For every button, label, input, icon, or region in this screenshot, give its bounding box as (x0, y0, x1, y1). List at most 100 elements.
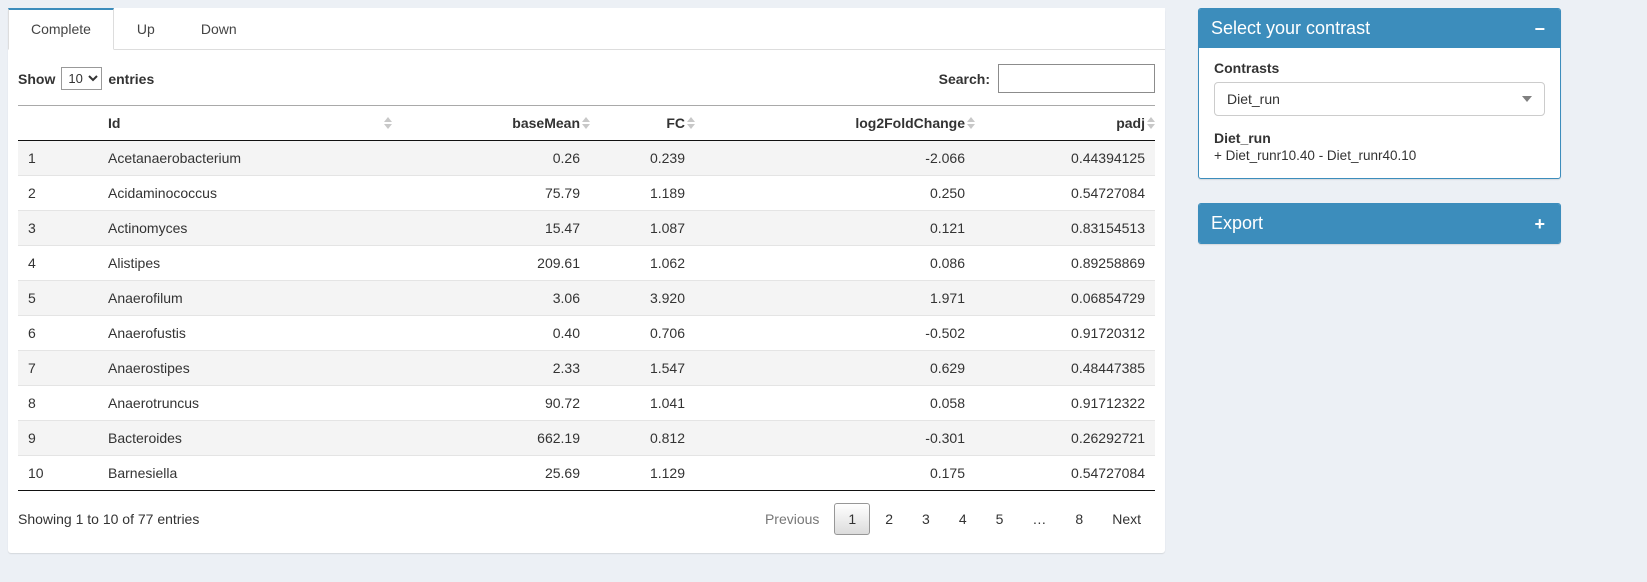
fc-cell: 3.920 (590, 280, 695, 316)
export-box: Export + (1198, 203, 1561, 244)
sort-icon[interactable] (582, 117, 590, 129)
padj-cell: 0.54727084 (975, 455, 1155, 491)
sort-icon[interactable] (687, 117, 695, 129)
table-row[interactable]: 9 Bacteroides 662.19 0.812 -0.301 0.2629… (18, 420, 1155, 456)
fc-cell: 1.087 (590, 210, 695, 246)
log2foldchange-cell: 0.086 (695, 245, 975, 281)
fc-cell: 1.129 (590, 455, 695, 491)
tab-bar: Complete Up Down (8, 8, 1165, 50)
pagination-page[interactable]: 5 (995, 511, 1004, 527)
padj-cell: 0.44394125 (1071, 150, 1145, 166)
page-length-control: Show 10 entries (18, 67, 154, 90)
pagination-page[interactable]: 2 (885, 511, 894, 527)
padj-cell: 0.91720312 (975, 315, 1155, 351)
row-number-cell: 1 (28, 150, 36, 166)
log2foldchange-cell: 0.175 (695, 455, 975, 491)
table-row[interactable]: 4 Alistipes 209.61 1.062 0.086 0.8925886… (18, 245, 1155, 281)
export-box-title: Export (1211, 213, 1264, 233)
basemean-cell: 75.79 (398, 175, 590, 211)
basemean-cell: 662.19 (398, 420, 590, 456)
padj-cell: 0.26292721 (975, 420, 1155, 456)
search-control: Search: (939, 64, 1155, 93)
column-header-fc[interactable]: FC (590, 106, 695, 141)
contrast-select[interactable]: Diet_run (1214, 82, 1545, 116)
log2foldchange-cell: 1.971 (695, 280, 975, 316)
fc-cell: 0.239 (649, 150, 685, 166)
column-header-id[interactable]: Id (98, 106, 398, 141)
page-length-select[interactable]: 10 (61, 67, 103, 90)
sort-icon[interactable] (967, 117, 975, 129)
pagination-page[interactable]: 1 (834, 503, 871, 535)
log2foldchange-cell: -0.301 (695, 420, 975, 456)
sidebar: Select your contrast − Contrasts Diet_ru… (1198, 8, 1561, 268)
table-row[interactable]: 10 Barnesiella 25.69 1.129 0.175 0.54727… (18, 455, 1155, 491)
export-box-header: Export + (1199, 204, 1560, 243)
table-row[interactable]: 1 Acetanaerobacterium 0.26 0.239 -2.066 … (18, 140, 1155, 176)
row-number-cell: 5 (18, 280, 98, 316)
column-header-padj-label: padj (1116, 115, 1145, 131)
pagination-next[interactable]: Next (1112, 511, 1141, 527)
basemean-cell: 0.26 (552, 150, 580, 166)
expand-icon[interactable]: + (1534, 213, 1545, 234)
column-header-log2foldchange[interactable]: log2FoldChange (695, 106, 975, 141)
collapse-icon[interactable]: − (1534, 18, 1545, 39)
fc-cell: 0.706 (590, 315, 695, 351)
column-header-rownum[interactable] (18, 106, 98, 141)
padj-cell: 0.89258869 (975, 245, 1155, 281)
sort-icon[interactable] (1147, 117, 1155, 129)
row-number-cell: 2 (18, 175, 98, 211)
basemean-cell: 25.69 (398, 455, 590, 491)
id-cell: Acetanaerobacterium (108, 150, 242, 166)
row-number-cell: 7 (18, 350, 98, 386)
column-header-padj[interactable]: padj (975, 106, 1155, 141)
pagination-page[interactable]: 4 (958, 511, 967, 527)
fc-cell: 1.062 (590, 245, 695, 281)
log2foldchange-cell: -2.066 (925, 150, 965, 166)
log2foldchange-cell: 0.058 (695, 385, 975, 421)
padj-cell: 0.48447385 (975, 350, 1155, 386)
column-header-log2foldchange-label: log2FoldChange (855, 115, 965, 131)
entries-label: entries (108, 70, 155, 87)
tab-down[interactable]: Down (200, 21, 237, 37)
table-row[interactable]: 2 Acidaminococcus 75.79 1.189 0.250 0.54… (18, 175, 1155, 211)
sort-icon[interactable] (384, 117, 392, 129)
contrast-box: Select your contrast − Contrasts Diet_ru… (1198, 8, 1561, 179)
contrast-box-body: Contrasts Diet_run Diet_run + Diet_runr1… (1199, 48, 1560, 178)
table-header-row: Id baseMean FC log2FoldChange padj (18, 105, 1155, 141)
basemean-cell: 15.47 (398, 210, 590, 246)
column-header-id-label: Id (108, 115, 121, 131)
table-footer: Showing 1 to 10 of 77 entries Previous 1… (8, 491, 1165, 543)
tab-up[interactable]: Up (136, 21, 155, 37)
contrast-detail-title: Diet_run (1214, 130, 1271, 146)
id-cell: Alistipes (98, 245, 398, 281)
basemean-cell: 90.72 (398, 385, 590, 421)
table-row[interactable]: 5 Anaerofilum 3.06 3.920 1.971 0.0685472… (18, 280, 1155, 316)
row-number-cell: 9 (18, 420, 98, 456)
id-cell: Actinomyces (98, 210, 398, 246)
contrast-detail-text: + Diet_runr10.40 - Diet_runr40.10 (1214, 148, 1417, 163)
pagination-page[interactable]: 8 (1075, 511, 1084, 527)
row-number-cell: 8 (18, 385, 98, 421)
log2foldchange-cell: 0.629 (695, 350, 975, 386)
table-row[interactable]: 3 Actinomyces 15.47 1.087 0.121 0.831545… (18, 210, 1155, 246)
log2foldchange-cell: 0.121 (695, 210, 975, 246)
column-header-basemean[interactable]: baseMean (398, 106, 590, 141)
pagination-previous[interactable]: Previous (764, 511, 820, 527)
row-number-cell: 3 (18, 210, 98, 246)
id-cell: Anaerotruncus (98, 385, 398, 421)
pagination-page[interactable]: 3 (922, 511, 930, 527)
contrast-box-header: Select your contrast − (1199, 9, 1560, 48)
basemean-cell: 3.06 (398, 280, 590, 316)
table-row[interactable]: 6 Anaerofustis 0.40 0.706 -0.502 0.91720… (18, 315, 1155, 351)
table-row[interactable]: 8 Anaerotruncus 90.72 1.041 0.058 0.9171… (18, 385, 1155, 421)
column-header-fc-label: FC (666, 115, 685, 131)
table-row[interactable]: 7 Anaerostipes 2.33 1.547 0.629 0.484473… (18, 350, 1155, 386)
search-input[interactable] (998, 64, 1155, 93)
tab-complete[interactable]: Complete (8, 8, 114, 50)
pagination-ellipsis: … (1032, 511, 1047, 527)
fc-cell: 0.812 (590, 420, 695, 456)
row-number-cell: 6 (18, 315, 98, 351)
padj-cell: 0.91712322 (975, 385, 1155, 421)
basemean-cell: 2.33 (398, 350, 590, 386)
basemean-cell: 209.61 (398, 245, 590, 281)
